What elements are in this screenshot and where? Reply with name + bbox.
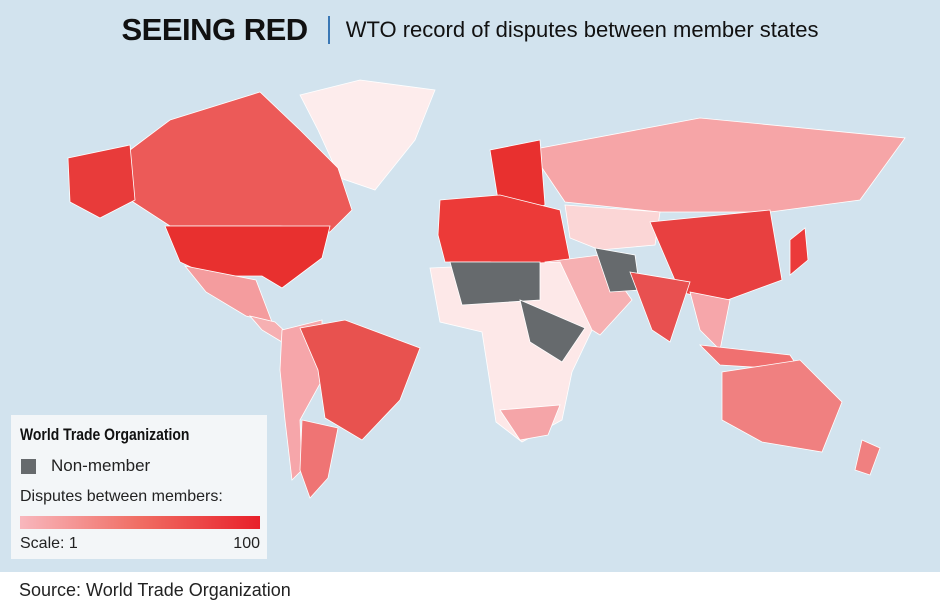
legend: World Trade Organization Non-member Disp… xyxy=(11,415,267,559)
chart-title: SEEING RED xyxy=(121,12,308,47)
legend-title: World Trade Organization xyxy=(20,425,190,444)
disputes-label: Disputes between members: xyxy=(20,488,223,505)
title-row: SEEING RED WTO record of disputes between… xyxy=(0,12,940,48)
japan xyxy=(789,227,809,276)
scale-max-label: 100 xyxy=(233,535,260,552)
chart-subtitle: WTO record of disputes between member st… xyxy=(345,17,819,42)
alaska xyxy=(67,144,136,219)
new-zealand xyxy=(854,439,881,476)
title-separator xyxy=(327,16,330,44)
horn-africa-nonmember xyxy=(519,299,586,363)
central-asia xyxy=(564,204,661,251)
source-note: Source: World Trade Organization xyxy=(19,580,291,600)
non-member-label: Non-member xyxy=(51,456,151,475)
non-member-swatch xyxy=(21,459,36,474)
scale-min-label: Scale: 1 xyxy=(20,535,78,552)
australia xyxy=(721,359,843,453)
europe xyxy=(437,194,571,273)
russia xyxy=(529,117,906,213)
brazil xyxy=(299,319,421,441)
north-africa-nonmember xyxy=(449,261,541,306)
canada xyxy=(129,91,353,233)
south-africa xyxy=(499,404,561,441)
southeast-asia xyxy=(689,291,731,351)
argentina xyxy=(299,419,339,499)
world-map xyxy=(67,79,906,499)
color-scale-bar xyxy=(20,516,260,529)
greenland xyxy=(299,79,436,191)
india xyxy=(629,271,691,343)
